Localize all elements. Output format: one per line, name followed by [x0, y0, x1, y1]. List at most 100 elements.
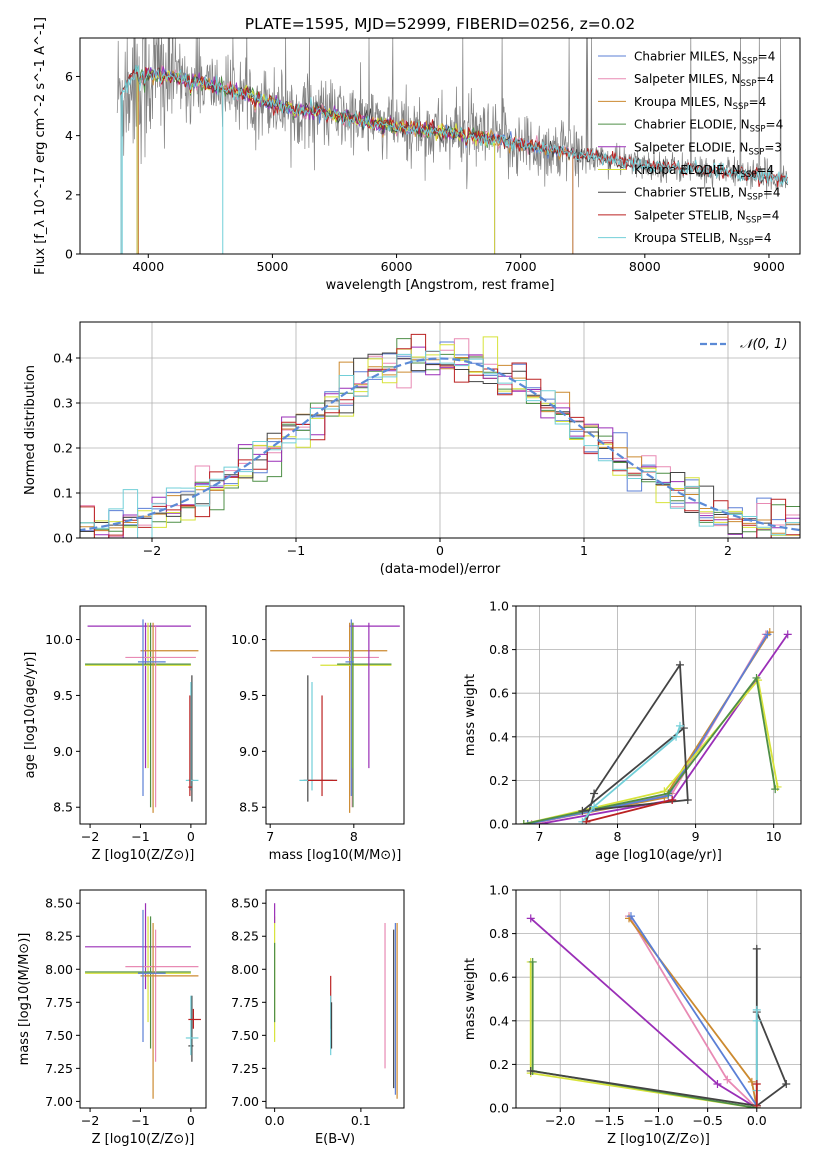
- y-tick-label: 6: [65, 69, 73, 84]
- plot-area: [274, 903, 398, 1099]
- y-tick-label: 9.5: [239, 688, 259, 703]
- y-tick-label: 7.75: [45, 995, 73, 1010]
- y-axis-label: mass [log10(M/M⊙)]: [17, 933, 32, 1066]
- x-tick-label: 7: [535, 829, 543, 844]
- x-tick-label: 1: [580, 543, 588, 558]
- weight-marker: [675, 660, 684, 669]
- y-axis-label: age [log10(age/yr)]: [23, 652, 38, 779]
- y-tick-label: 7.50: [45, 1028, 73, 1043]
- x-tick-label: 7: [266, 829, 274, 844]
- x-tick-label: 0: [436, 543, 444, 558]
- y-tick-label: 0: [65, 247, 73, 262]
- panel-age_vs_mass: 7 8 8.5 9.0 9.5 10.0 mass [log10(M/M⊙)]: [231, 605, 405, 863]
- plot-area: [270, 619, 400, 813]
- weight-marker: [763, 630, 772, 639]
- weight-marker: [783, 630, 792, 639]
- y-tick-label: 0.0: [53, 531, 73, 546]
- y-tick-label: 0.0: [489, 817, 509, 832]
- y-tick-label: 8.00: [45, 962, 73, 977]
- y-tick-label: 8.5: [53, 800, 73, 815]
- panel-weight_vs_age: 7 8 9 10 0.0 0.2 0.4 0.6 0.8 1.0 age [log10(age/yr…: [463, 599, 802, 863]
- histogram-chabrier-stelib: [80, 352, 800, 538]
- y-tick-label: 8.00: [231, 962, 259, 977]
- axes-frame: [79, 889, 207, 1109]
- y-tick-label: 0.3: [53, 396, 73, 411]
- plot-area: [116, 38, 789, 254]
- weight-marker: [683, 796, 692, 805]
- x-tick-label: −1: [287, 543, 305, 558]
- y-tick-label: 0.4: [489, 729, 509, 744]
- x-tick-label: 8: [614, 829, 622, 844]
- axes-frame: [265, 889, 405, 1109]
- weight-line-kroupa-stelib: [581, 725, 681, 823]
- x-tick-label: 2: [724, 543, 732, 558]
- y-tick-label: 0.1: [53, 486, 73, 501]
- y-tick-label: 7.25: [231, 1061, 259, 1076]
- legend-label: Chabrier MILES, NSSP=4: [634, 50, 775, 67]
- weight-marker: [752, 944, 761, 953]
- x-tick-label: −1: [131, 1113, 149, 1128]
- y-tick-label: 0.4: [53, 351, 73, 366]
- x-tick-label: 6000: [381, 259, 413, 274]
- x-tick-label: 9: [692, 829, 700, 844]
- panel-mass_vs_Z: −2 −1 0 7.00 7.25 7.50 7.75 8.00 8.25 8.50 Z [log1…: [17, 889, 207, 1147]
- y-tick-label: 7.00: [45, 1094, 73, 1109]
- y-tick-label: 0.0: [489, 1101, 509, 1116]
- y-tick-label: 7.50: [231, 1028, 259, 1043]
- weight-marker: [752, 673, 761, 682]
- legend: Chabrier MILES, NSSP=4 Salpeter MILES, NS…: [598, 50, 783, 248]
- x-axis-label: Z [log10(Z/Z⊙)]: [92, 848, 195, 863]
- weight-line-chabrier-elodie: [523, 675, 777, 824]
- weight-marker: [590, 802, 599, 811]
- plot-area: [526, 912, 791, 1108]
- weight-marker: [664, 789, 673, 798]
- x-tick-label: 0: [187, 1113, 195, 1128]
- panel-age_vs_Z: −2 −1 0 8.5 9.0 9.5 10.0 Z [log10(Z/Z⊙)] age [lo…: [23, 605, 207, 863]
- y-tick-label: 8.25: [231, 929, 259, 944]
- y-tick-label: 1.0: [489, 599, 509, 614]
- x-tick-label: −1.0: [643, 1113, 673, 1128]
- y-tick-label: 0.8: [489, 642, 509, 657]
- weight-line-kroupa-elodie: [523, 678, 779, 824]
- weight-marker: [723, 1075, 732, 1084]
- x-axis-label: mass [log10(M/M⊙)]: [269, 848, 402, 863]
- model-line-kroupa-miles: [137, 69, 574, 254]
- y-tick-label: 0.4: [489, 1013, 509, 1028]
- axes-frame: [515, 605, 802, 825]
- panel-mass_vs_ebv: 0.0 0.1 7.00 7.25 7.50 7.75 8.00 8.25 8.50 E(B-V): [231, 889, 405, 1147]
- x-tick-label: 0.1: [351, 1113, 371, 1128]
- y-axis-label: Flux [f_λ 10^-17 erg cm^-2 s^-1 A^-1]: [33, 17, 48, 275]
- model-line-kroupa-stelib: [120, 65, 789, 254]
- x-axis-label: Z [log10(Z/Z⊙)]: [92, 1132, 195, 1147]
- plot-area: [85, 619, 199, 813]
- x-tick-label: 0.0: [265, 1113, 285, 1128]
- axes-frame: [79, 605, 207, 825]
- x-tick-label: 4000: [132, 259, 164, 274]
- weight-line-chabrier-stelib: [530, 948, 788, 1107]
- x-tick-label: 0: [187, 829, 195, 844]
- weight-marker: [672, 732, 681, 741]
- legend-label: Kroupa ELODIE, NSSP=4: [634, 163, 774, 180]
- y-tick-label: 9.5: [53, 688, 73, 703]
- model-line-chabrier-miles: [137, 67, 574, 254]
- y-tick-label: 0.6: [489, 970, 509, 985]
- weight-line-chabrier-miles: [630, 915, 758, 1107]
- x-tick-label: 5000: [257, 259, 289, 274]
- y-axis-label: mass weight: [463, 674, 478, 756]
- y-tick-label: 8.50: [231, 896, 259, 911]
- figure-title: PLATE=1595, MJD=52999, FIBERID=0256, z=0…: [245, 15, 635, 33]
- x-tick-label: −2.0: [545, 1113, 575, 1128]
- x-tick-label: 10: [766, 829, 782, 844]
- weight-marker: [528, 957, 537, 966]
- x-axis-label: (data-model)/error: [380, 562, 501, 577]
- weight-marker: [713, 1080, 722, 1089]
- x-tick-label: 7000: [505, 259, 537, 274]
- x-axis-label: wavelength [Angstrom, rest frame]: [326, 278, 555, 293]
- legend-label: Chabrier STELIB, NSSP=4: [634, 186, 781, 203]
- weight-marker: [771, 785, 780, 794]
- legend-label: 𝒩(0, 1): [740, 337, 787, 352]
- weight-marker: [519, 820, 528, 824]
- y-tick-label: 7.00: [231, 1094, 259, 1109]
- weight-line-chabrier-elodie: [531, 961, 757, 1108]
- legend-label: Kroupa MILES, NSSP=4: [634, 95, 766, 112]
